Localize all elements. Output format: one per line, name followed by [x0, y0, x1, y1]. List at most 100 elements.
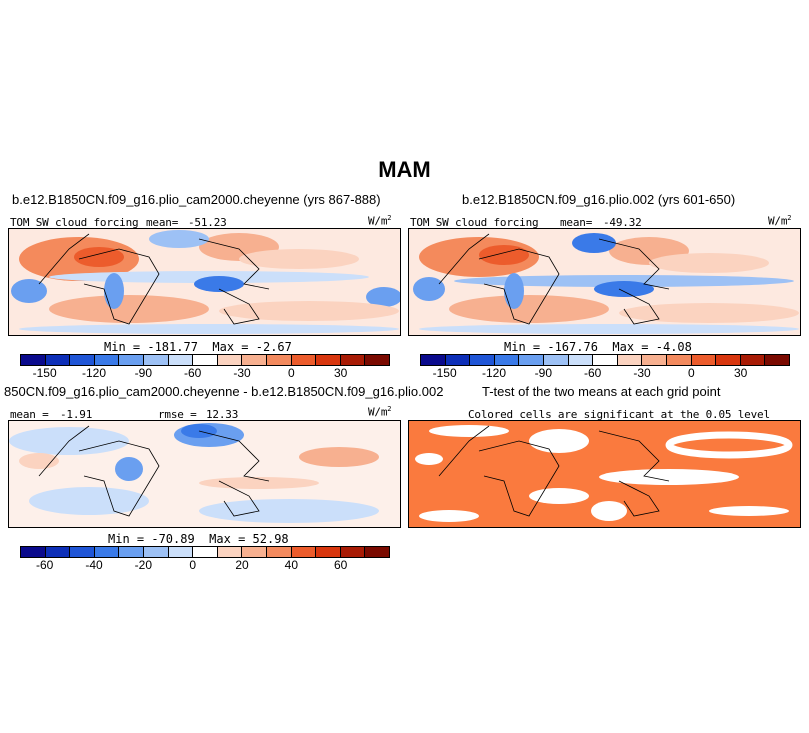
colorbar-cell — [316, 547, 341, 557]
panel1-map-plot — [9, 229, 400, 335]
colorbar-tick-label: -20 — [134, 558, 152, 572]
colorbar-cell — [193, 355, 218, 365]
colorbar-cell — [642, 355, 667, 365]
panel3-colorbar — [20, 546, 390, 558]
panel3-rmse-label: rmse = — [158, 408, 197, 421]
colorbar-cell — [365, 547, 389, 557]
panel3-title: 850CN.f09_g16.plio_cam2000.cheyenne - b.… — [4, 384, 444, 399]
colorbar-cell — [193, 547, 218, 557]
colorbar-cell — [217, 547, 243, 557]
colorbar-cell — [143, 355, 169, 365]
panel2-mean-label: mean= — [560, 216, 593, 229]
panel3-map — [8, 420, 401, 528]
colorbar-cell — [740, 355, 766, 365]
colorbar-tick-label: -30 — [633, 366, 651, 380]
panel3-max-value: 52.98 — [252, 532, 289, 546]
colorbar-cell — [168, 355, 194, 365]
colorbar-tick-label: 30 — [333, 366, 348, 380]
panel2-map-plot — [409, 229, 800, 335]
panel1-units: W/m2 — [368, 214, 392, 228]
colorbar-cell — [617, 355, 643, 365]
colorbar-tick-label: 0 — [287, 366, 295, 380]
colorbar-cell — [266, 547, 292, 557]
colorbar-cell — [21, 355, 46, 365]
colorbar-cell — [593, 355, 618, 365]
colorbar-tick-label: 20 — [235, 558, 249, 572]
colorbar-cell — [291, 355, 317, 365]
panel3-units: W/m2 — [368, 405, 392, 419]
colorbar-tick-label: -60 — [583, 366, 602, 380]
panel4-title: T-test of the two means at each grid poi… — [482, 384, 721, 399]
colorbar-tick-label: -30 — [233, 366, 251, 380]
panel4-map-plot — [409, 421, 800, 527]
panel2-colorbar — [420, 354, 790, 366]
colorbar-cell — [143, 547, 169, 557]
colorbar-tick-label: -90 — [134, 366, 152, 380]
colorbar-cell — [242, 355, 267, 365]
colorbar-cell — [94, 547, 120, 557]
colorbar-tick-label: -120 — [81, 366, 107, 380]
panel3-max-label: Max = — [209, 532, 246, 546]
colorbar-tick-label: 40 — [284, 558, 298, 572]
panel1-max-label: Max = — [212, 340, 249, 354]
colorbar-cell — [94, 355, 120, 365]
colorbar-cell — [70, 547, 95, 557]
colorbar-tick-label: -40 — [85, 558, 103, 572]
colorbar-tick-label: 60 — [333, 558, 348, 572]
colorbar-cell — [168, 547, 194, 557]
colorbar-cell — [291, 547, 317, 557]
colorbar-cell — [21, 547, 46, 557]
colorbar-cell — [494, 355, 520, 365]
panel2-min-label: Min = — [504, 340, 541, 354]
colorbar-cell — [716, 355, 741, 365]
colorbar-cell — [470, 355, 495, 365]
panel3-min-value: -70.89 — [151, 532, 195, 546]
colorbar-cell — [266, 355, 292, 365]
colorbar-cell — [568, 355, 594, 365]
panel1-colorbar — [20, 354, 390, 366]
panel2-min-value: -167.76 — [547, 340, 598, 354]
colorbar-cell — [421, 355, 446, 365]
colorbar-tick-label: -60 — [35, 558, 54, 572]
colorbar-tick-label: -90 — [534, 366, 552, 380]
colorbar-tick-label: -60 — [183, 366, 202, 380]
season-title: MAM — [378, 157, 431, 182]
panel2-max-value: -4.08 — [655, 340, 692, 354]
colorbar-cell — [519, 355, 544, 365]
colorbar-tick-label: -150 — [32, 366, 57, 380]
panel1-mean-value: -51.23 — [188, 216, 227, 229]
panel2-colorbar-ticks: -150 -120 -90 -60 -30 0 30 — [420, 366, 790, 382]
panel1-field-label: TOM SW cloud forcing — [10, 216, 139, 229]
colorbar-cell — [217, 355, 243, 365]
colorbar-tick-label: 30 — [733, 366, 748, 380]
panel3-rmse-value: 12.33 — [206, 408, 239, 421]
colorbar-cell — [70, 355, 95, 365]
panel3-mean-value: -1.91 — [60, 408, 93, 421]
colorbar-cell — [666, 355, 692, 365]
panel1-mean-label: mean= — [146, 216, 179, 229]
colorbar-cell — [242, 547, 267, 557]
panel1-max-value: -2.67 — [255, 340, 292, 354]
panel2-max-label: Max = — [612, 340, 649, 354]
colorbar-cell — [365, 355, 389, 365]
colorbar-cell — [765, 355, 789, 365]
panel1-min-value: -181.77 — [147, 340, 198, 354]
panel2-title: b.e12.B1850CN.f09_g16.plio.002 (yrs 601-… — [462, 192, 736, 207]
colorbar-cell — [119, 547, 144, 557]
colorbar-tick-label: -150 — [432, 366, 457, 380]
panel2-map — [408, 228, 801, 336]
panel1-title: b.e12.B1850CN.f09_g16.plio_cam2000.cheye… — [12, 192, 381, 207]
panel2-mean-value: -49.32 — [603, 216, 642, 229]
panel2-units: W/m2 — [768, 214, 792, 228]
colorbar-cell — [340, 547, 366, 557]
panel3-mean-label: mean = — [10, 408, 49, 421]
colorbar-cell — [316, 355, 341, 365]
panel2-field-label: TOM SW cloud forcing — [410, 216, 539, 229]
colorbar-cell — [691, 355, 717, 365]
colorbar-cell — [45, 355, 71, 365]
colorbar-tick-label: 0 — [189, 558, 196, 572]
panel4-subtitle: Colored cells are significant at the 0.0… — [468, 408, 770, 421]
panel3-colorbar-ticks: -60 -40 -20 0 20 40 60 — [20, 558, 390, 574]
colorbar-cell — [119, 355, 144, 365]
colorbar-cell — [45, 547, 71, 557]
